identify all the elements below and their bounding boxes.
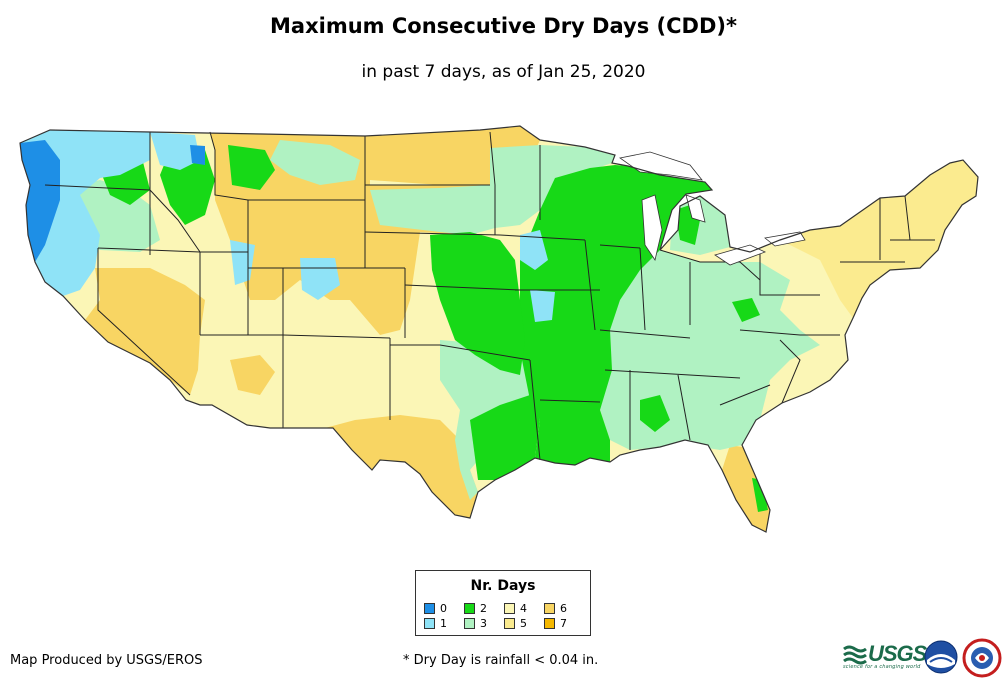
region-2-days <box>520 165 712 465</box>
region-2-days <box>640 395 670 432</box>
region-3-days <box>370 145 615 235</box>
nws-logo <box>962 638 1002 678</box>
legend-item: 7 <box>544 617 567 630</box>
region-2-days <box>470 395 540 480</box>
legend-label: 7 <box>560 617 567 630</box>
usgs-logo: USGS <box>843 641 927 667</box>
legend-swatch <box>464 618 475 629</box>
region-6-days <box>722 445 770 532</box>
region-2-days <box>732 298 760 322</box>
legend-swatch <box>424 618 435 629</box>
region-6-days <box>325 415 478 518</box>
legend-item: 6 <box>544 602 567 615</box>
region-3-days <box>270 140 360 185</box>
map-subtitle: in past 7 days, as of Jan 25, 2020 <box>361 62 646 82</box>
us-dry-days-map <box>19 125 979 533</box>
region-6-days <box>85 268 205 395</box>
legend-swatch <box>464 603 475 614</box>
usgs-tagline: science for a changing world <box>843 664 921 670</box>
region-2-days <box>160 150 215 225</box>
legend-item: 3 <box>464 617 487 630</box>
region-1-days <box>530 290 555 322</box>
legend-item: 2 <box>464 602 487 615</box>
region-6-days <box>210 132 495 335</box>
legend-item: 0 <box>424 602 447 615</box>
legend-swatch <box>504 618 515 629</box>
legend-item: 4 <box>504 602 527 615</box>
region-1-days <box>150 132 200 170</box>
region-2-days <box>228 145 275 190</box>
region-0-days <box>190 145 205 165</box>
legend-swatch <box>544 618 555 629</box>
map-title: Maximum Consecutive Dry Days (CDD)* <box>270 14 737 38</box>
region-6-days <box>230 355 275 395</box>
legend-label: 6 <box>560 602 567 615</box>
legend-swatch <box>544 603 555 614</box>
legend-label: 4 <box>520 602 527 615</box>
region-1-days <box>520 230 548 270</box>
region-2-days <box>430 232 525 375</box>
usgs-logo-text: USGS <box>868 641 927 666</box>
dry-day-footnote: * Dry Day is rainfall < 0.04 in. <box>403 653 599 668</box>
map-credit: Map Produced by USGS/EROS <box>10 653 203 668</box>
usgs-wave-icon <box>843 645 867 665</box>
legend-label: 0 <box>440 602 447 615</box>
legend-item: 5 <box>504 617 527 630</box>
legend-swatch <box>504 603 515 614</box>
state-borders <box>44 131 935 461</box>
region-1-days <box>230 240 255 285</box>
legend: Nr. Days 0 1 2 3 4 5 6 7 <box>415 570 591 636</box>
region-2-days <box>752 478 768 512</box>
region-5-days <box>770 160 978 318</box>
legend-swatch <box>424 603 435 614</box>
legend-label: 2 <box>480 602 487 615</box>
noaa-logo <box>924 640 958 674</box>
region-0-days <box>20 140 60 262</box>
legend-label: 1 <box>440 617 447 630</box>
legend-title: Nr. Days <box>470 578 536 594</box>
legend-label: 3 <box>480 617 487 630</box>
legend-item: 1 <box>424 617 447 630</box>
legend-label: 5 <box>520 617 527 630</box>
